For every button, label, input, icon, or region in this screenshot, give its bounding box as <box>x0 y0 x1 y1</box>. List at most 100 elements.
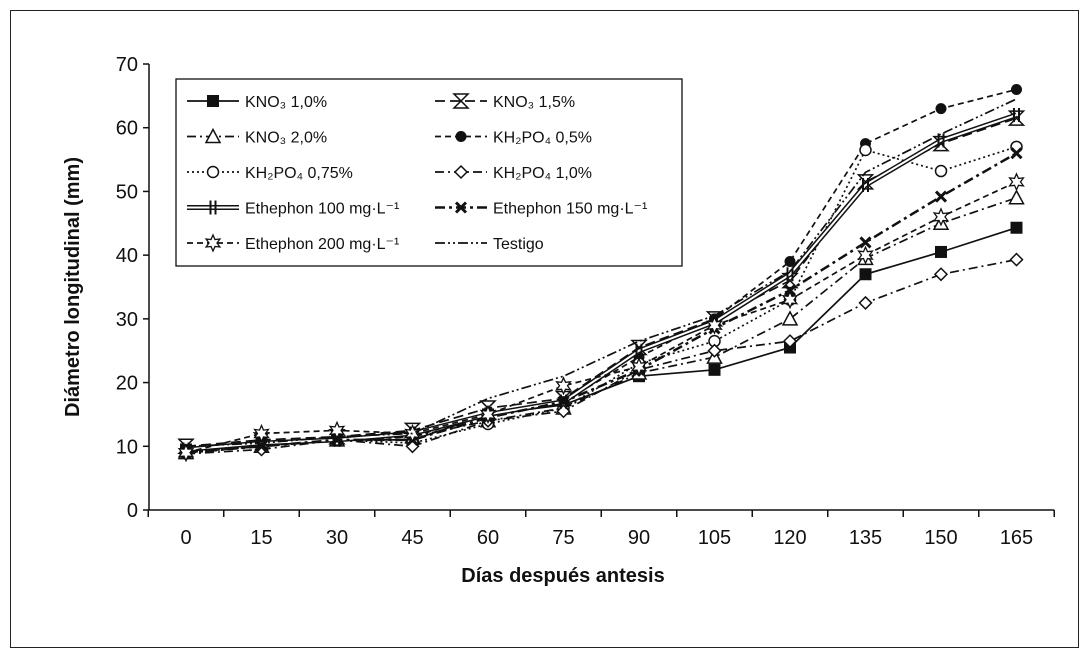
data-point <box>934 190 948 203</box>
legend-entry: KNO₃ 2,0% <box>187 127 327 147</box>
data-point <box>1008 189 1025 205</box>
series-line-inner <box>185 114 1017 451</box>
series-line <box>185 98 1017 448</box>
data-point <box>782 334 798 349</box>
chart-frame <box>10 10 1079 648</box>
x-tick-label: 135 <box>849 527 882 549</box>
legend-entry: Testigo <box>435 236 544 253</box>
x-tick-label: 0 <box>180 527 191 549</box>
legend-marker <box>452 93 470 109</box>
data-point <box>781 310 799 326</box>
data-point <box>630 356 648 377</box>
data-point <box>1009 252 1024 267</box>
legend-marker <box>455 131 467 142</box>
data-point <box>177 443 195 463</box>
y-axis-title: Diámetro longitudinal (mm) <box>62 157 84 417</box>
data-point <box>555 376 572 396</box>
x-axis-title: Días después antesis <box>461 565 664 587</box>
data-point <box>635 343 643 358</box>
legend: KNO₃ 1,0% KNO₃ 1,5% KNO₃ 2,0% KH₂PO₄ 0,5% KH… <box>175 78 683 267</box>
data-point <box>934 164 948 178</box>
legend-entry: KH₂PO₄ 0,75% <box>187 165 353 182</box>
data-point <box>857 245 874 265</box>
legend-marker <box>207 95 219 107</box>
series-10 <box>185 98 1017 448</box>
legend-box <box>175 78 683 267</box>
data-point <box>557 395 570 408</box>
legend-label: Ethephon 200 mg·L⁻¹ <box>245 236 399 253</box>
legend-entry: Ethephon 200 mg·L⁻¹ <box>187 233 399 253</box>
legend-label: KH₂PO₄ 0,75% <box>245 165 353 182</box>
series-line <box>185 88 1017 451</box>
data-point <box>858 295 873 310</box>
data-point <box>708 363 721 376</box>
x-tick-label: 150 <box>924 527 957 549</box>
data-point <box>859 236 872 249</box>
legend-entry: KNO₃ 1,0% <box>187 94 327 111</box>
x-tick-label: 60 <box>477 527 499 549</box>
legend-label: Testigo <box>493 236 544 253</box>
legend-label: KH₂PO₄ 0,5% <box>493 130 592 147</box>
legend-entry: KH₂PO₄ 0,5% <box>435 130 592 147</box>
x-tick-label: 15 <box>250 527 272 549</box>
data-point <box>859 268 872 281</box>
x-tick-label: 120 <box>773 527 806 549</box>
y-tick-label: 70 <box>116 54 138 76</box>
data-point <box>479 404 497 425</box>
data-point <box>786 267 794 282</box>
legend-label: KNO₃ 2,0% <box>245 130 327 147</box>
x-tick-label: 75 <box>552 527 574 549</box>
y-tick-label: 10 <box>116 436 138 458</box>
series-7 <box>182 107 1020 457</box>
data-point <box>1011 83 1022 95</box>
y-tick-label: 30 <box>116 309 138 331</box>
legend-label: KH₂PO₄ 1,0% <box>493 165 592 182</box>
data-point <box>784 256 796 268</box>
legend-label: KNO₃ 1,0% <box>245 94 327 111</box>
legend-marker <box>206 165 220 179</box>
x-tick-label: 30 <box>326 527 348 549</box>
legend-marker <box>204 233 222 253</box>
data-point <box>253 423 270 444</box>
x-tick-label: 105 <box>698 527 731 549</box>
data-point <box>1010 147 1023 160</box>
y-tick-label: 20 <box>116 373 138 395</box>
data-point <box>1010 221 1023 234</box>
x-tick-label: 165 <box>1000 527 1033 549</box>
data-point <box>862 178 869 193</box>
data-point <box>935 245 947 258</box>
legend-entry: Ethephon 150 mg·L⁻¹ <box>435 201 647 218</box>
y-tick-label: 40 <box>116 245 138 267</box>
series-line <box>185 258 1017 455</box>
y-tick-label: 60 <box>116 118 138 140</box>
x-tick-label: 90 <box>628 527 650 549</box>
y-tick-label: 0 <box>127 500 138 522</box>
legend-marker <box>204 127 222 144</box>
legend-label: Ethephon 100 mg·L⁻¹ <box>245 201 399 218</box>
series-8 <box>179 147 1023 459</box>
data-point <box>935 103 947 115</box>
legend-label: Ethephon 150 mg·L⁻¹ <box>493 201 647 218</box>
legend-entry: KH₂PO₄ 1,0% <box>435 164 592 182</box>
x-tick-label: 45 <box>401 527 423 549</box>
series-line <box>185 152 1018 454</box>
data-point <box>781 290 799 310</box>
legend-entry: KNO₃ 1,5% <box>435 93 575 111</box>
legend-entry: Ethephon 100 mg·L⁻¹ <box>187 200 399 218</box>
legend-label: KNO₃ 1,5% <box>493 94 575 111</box>
data-point <box>706 315 723 335</box>
y-tick-label: 50 <box>116 181 138 203</box>
legend-marker <box>209 200 217 215</box>
legend-marker <box>454 201 468 214</box>
data-point <box>1008 172 1025 192</box>
data-point <box>707 343 722 358</box>
legend-marker <box>453 164 469 180</box>
data-point <box>1013 107 1020 122</box>
data-point <box>328 420 346 441</box>
series-6 <box>178 252 1024 461</box>
data-point <box>937 133 945 148</box>
data-point <box>859 143 872 157</box>
data-point <box>932 207 950 227</box>
data-point <box>933 267 949 282</box>
